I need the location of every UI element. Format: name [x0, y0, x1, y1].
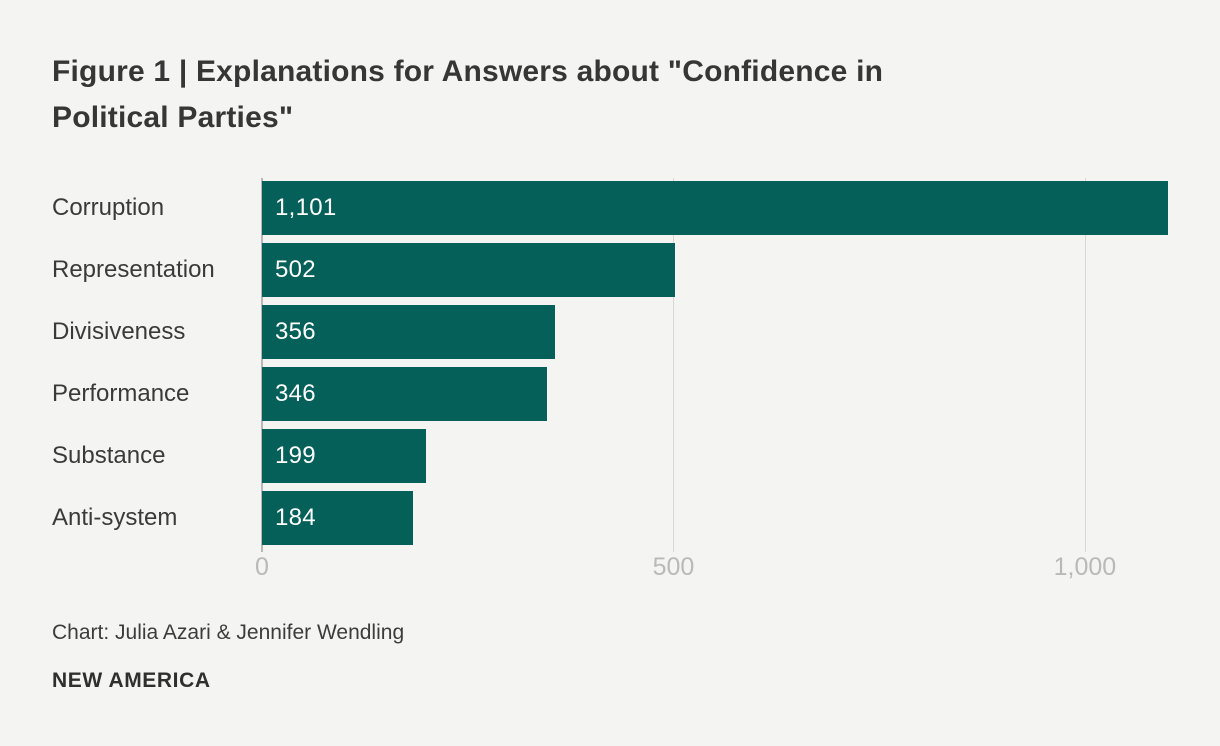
bar: 184 [262, 491, 414, 545]
bar-value-label: 356 [275, 318, 316, 345]
category-label: Anti-system [52, 504, 178, 531]
x-tick-label-1000: 1,000 [1053, 553, 1117, 581]
gridline-500 [673, 178, 675, 552]
category-label: Corruption [52, 194, 165, 221]
bar: 1,101 [262, 181, 1168, 235]
figure-title-line2: Political Parties" [52, 101, 294, 134]
bar-rows: Corruption 1,101 Representation 502 Divi… [52, 181, 1168, 545]
bar-track: 1,101 [262, 181, 1168, 235]
bar-row: Representation 502 [52, 243, 1168, 297]
bar-track: 346 [262, 367, 1168, 421]
bar-value-label: 1,101 [275, 194, 337, 221]
org-wordmark: NEW AMERICA [52, 669, 211, 692]
bar-chart: Corruption 1,101 Representation 502 Divi… [52, 178, 1168, 552]
bar-track: 356 [262, 305, 1168, 359]
figure-title-line1: Figure 1 | Explanations for Answers abou… [52, 55, 884, 88]
x-tick-label-500: 500 [652, 553, 695, 581]
bar-value-label: 184 [275, 504, 316, 531]
category-label: Substance [52, 442, 166, 469]
bar-value-label: 346 [275, 380, 316, 407]
bar: 199 [262, 429, 426, 483]
bar: 502 [262, 243, 676, 297]
bar-track: 502 [262, 243, 1168, 297]
gridline-1000 [1084, 178, 1086, 552]
bar: 356 [262, 305, 555, 359]
category-label: Representation [52, 256, 215, 283]
x-tick-label-0: 0 [255, 553, 269, 581]
bar-track: 199 [262, 429, 1168, 483]
x-axis-zero-line [261, 178, 263, 552]
bar-track: 184 [262, 491, 1168, 545]
bar: 346 [262, 367, 547, 421]
bar-value-label: 199 [275, 442, 316, 469]
bar-row: Performance 346 [52, 367, 1168, 421]
chart-credit: Chart: Julia Azari & Jennifer Wendling [52, 621, 405, 644]
bar-value-label: 502 [275, 256, 316, 283]
bar-row: Corruption 1,101 [52, 181, 1168, 235]
x-axis: 0 500 1,000 [255, 553, 1168, 585]
bar-row: Anti-system 184 [52, 491, 1168, 545]
category-label: Performance [52, 380, 190, 407]
bar-row: Substance 199 [52, 429, 1168, 483]
figure-title: Figure 1 | Explanations for Answers abou… [52, 49, 883, 141]
category-label: Divisiveness [52, 318, 186, 345]
gridline-layer [261, 178, 1168, 552]
bar-row: Divisiveness 356 [52, 305, 1168, 359]
